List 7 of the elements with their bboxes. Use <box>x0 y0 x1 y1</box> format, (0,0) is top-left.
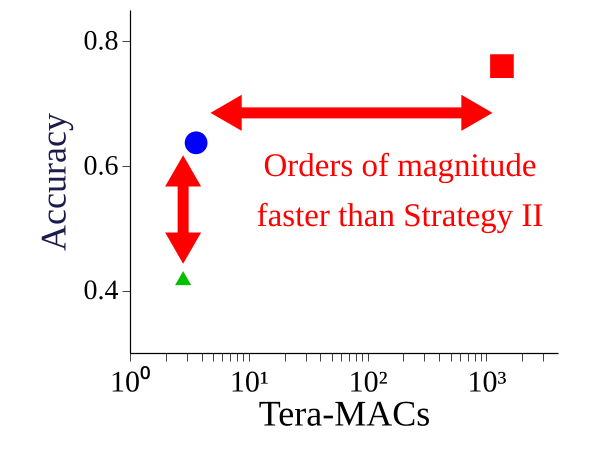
x-tick-label: 10⁰ <box>110 366 151 398</box>
x-tick-label: 10³ <box>467 366 506 398</box>
y-axis-title: Accuracy <box>34 113 74 251</box>
y-tick-label: 0.8 <box>84 26 118 57</box>
y-tick-label: 0.4 <box>84 275 118 306</box>
y-tick-label: 0.6 <box>84 150 118 182</box>
annotation: Orders of magnitude faster than Strategy II <box>256 148 544 234</box>
